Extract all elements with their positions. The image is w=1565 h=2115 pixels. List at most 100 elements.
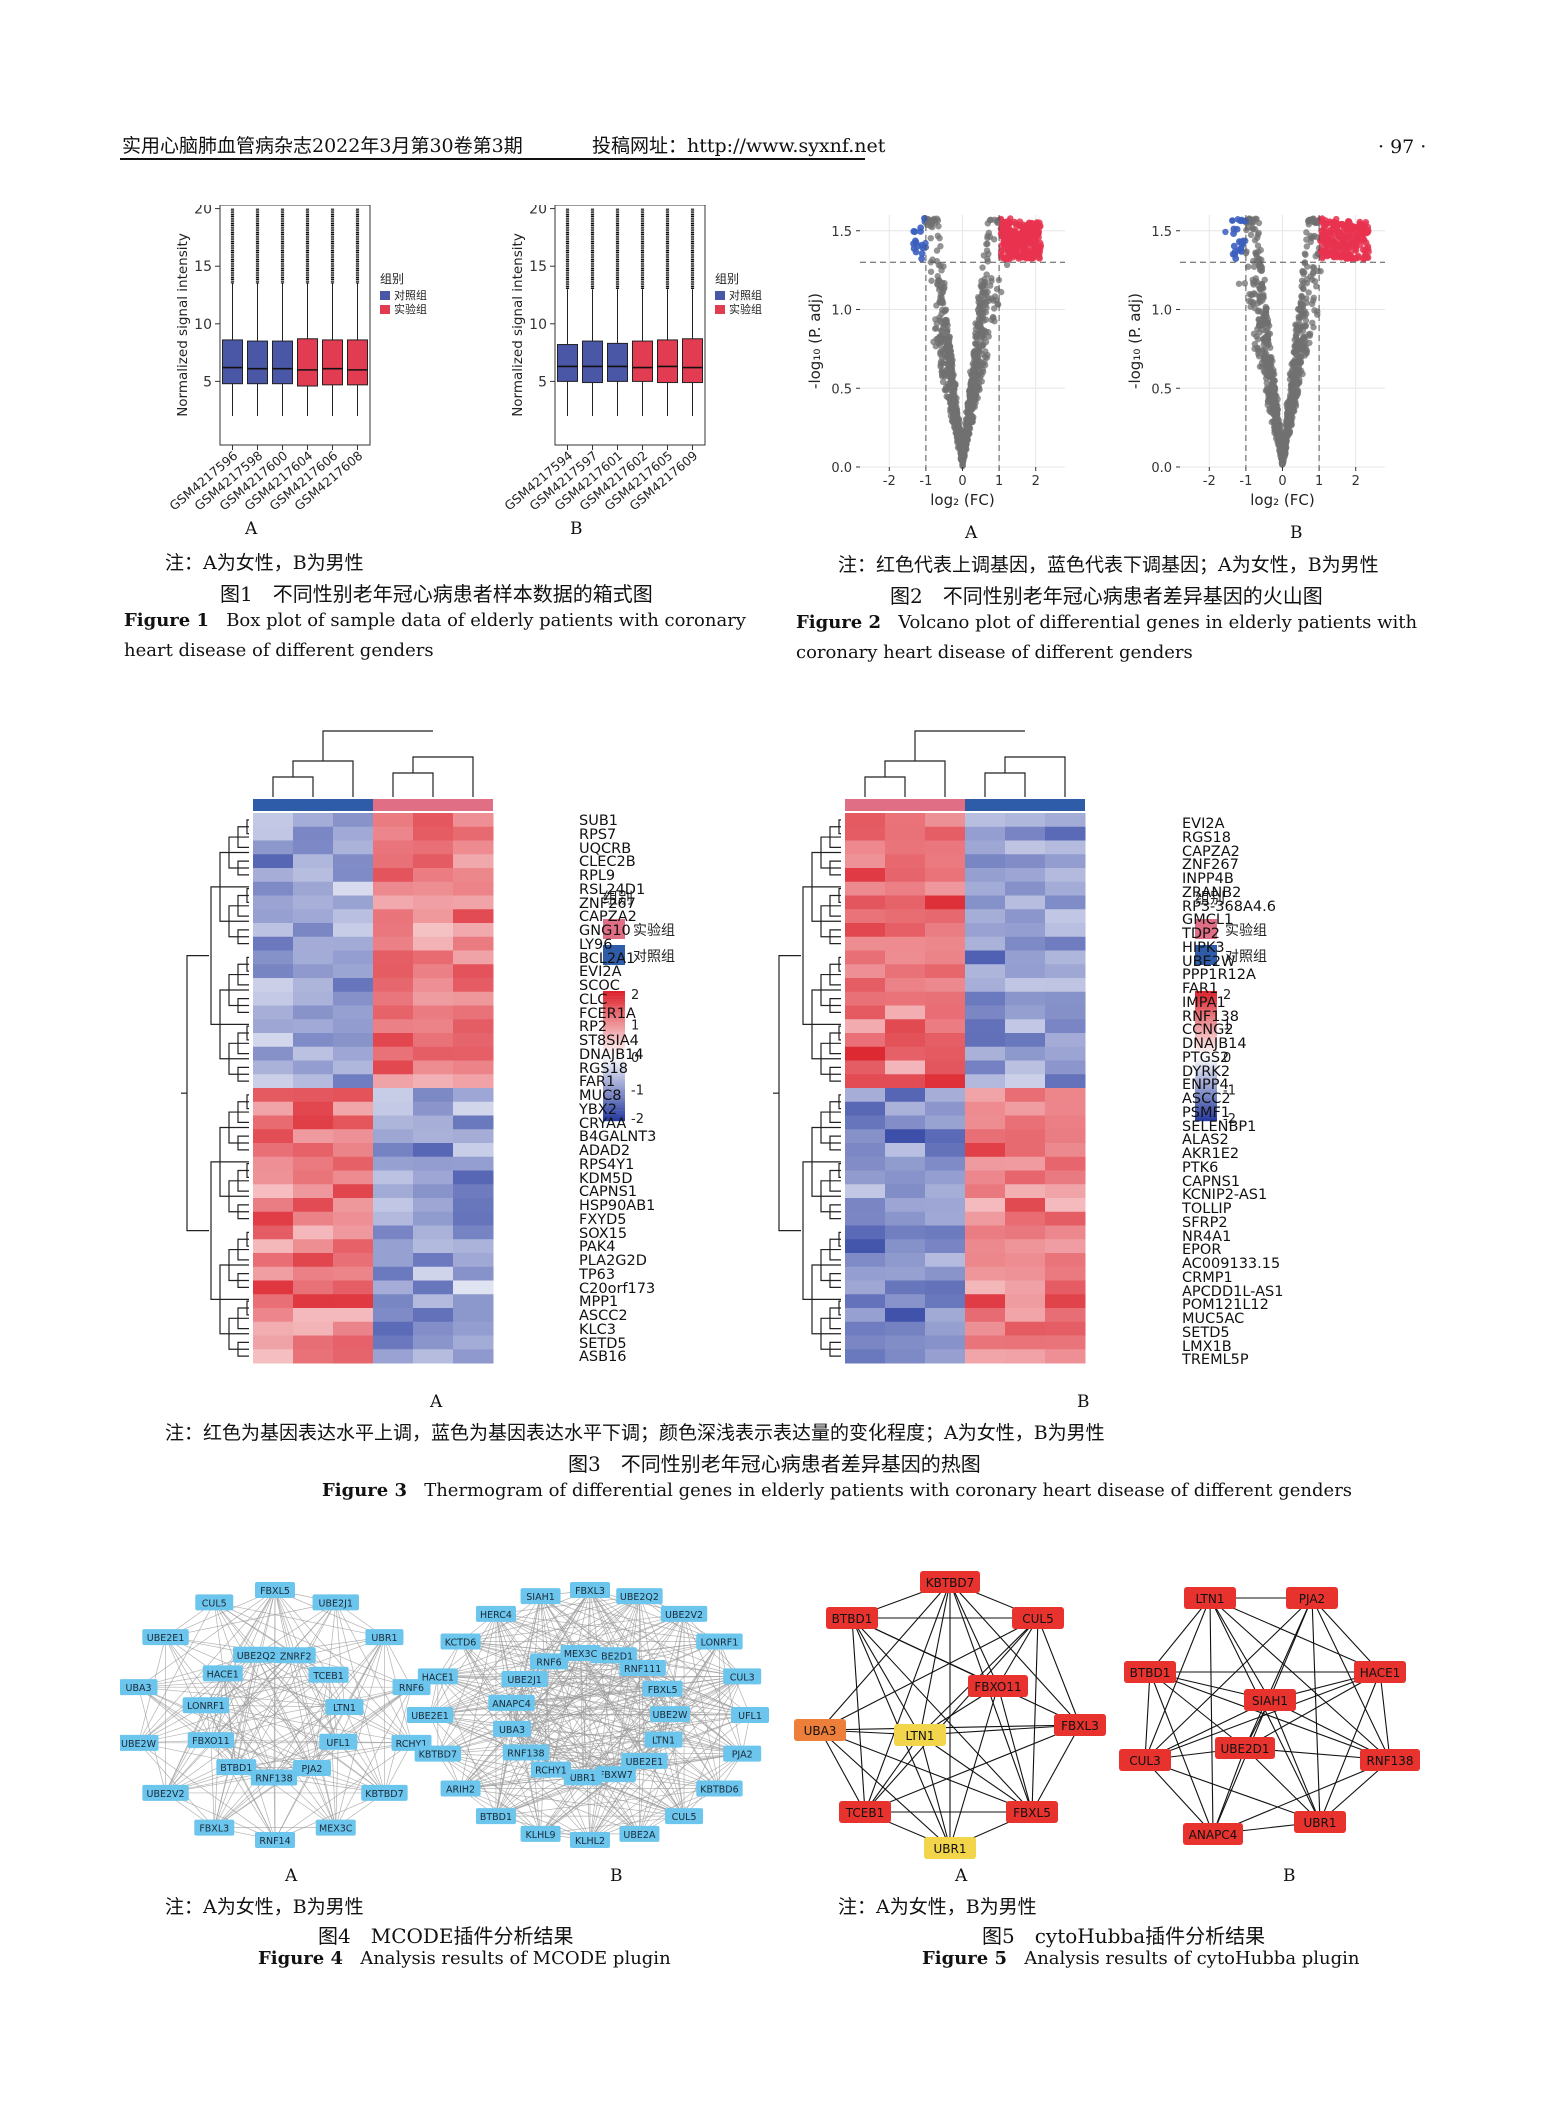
scale-step xyxy=(603,1084,625,1088)
data-point xyxy=(972,391,980,398)
data-point xyxy=(948,352,955,359)
scale-label: -2 xyxy=(1223,1112,1236,1127)
node-label: UBE2J1 xyxy=(319,1598,353,1609)
data-point xyxy=(952,380,959,388)
heat-cell xyxy=(1005,1335,1046,1350)
heat-cell xyxy=(925,1115,966,1130)
heat-cell xyxy=(253,868,294,883)
heat-cell xyxy=(453,1266,494,1281)
edge xyxy=(165,1674,329,1794)
edge xyxy=(429,1613,497,1716)
network-node xyxy=(924,1837,976,1859)
scale-label: -2 xyxy=(631,1112,644,1127)
heat-cell xyxy=(413,1294,454,1309)
data-point xyxy=(1256,262,1263,269)
heat-cell xyxy=(373,991,414,1006)
heat-cell xyxy=(845,909,886,924)
fig4-caption-cn: 图4 MCODE插件分析结果 xyxy=(318,1924,574,1948)
edge xyxy=(524,1678,751,1716)
heat-cell xyxy=(333,978,374,993)
up-point xyxy=(1026,254,1034,262)
edge xyxy=(495,1613,552,1770)
heat-cell xyxy=(1005,923,1046,938)
heat-cell xyxy=(253,1101,294,1116)
data-point xyxy=(1298,277,1306,284)
edge xyxy=(540,1613,685,1835)
heat-cell xyxy=(453,950,494,965)
fig2-caption-cn: 图2 不同性别老年冠心病患者差异基因的火山图 xyxy=(890,584,1323,608)
heat-cell xyxy=(845,840,886,855)
gene-label: PLA2G2D xyxy=(579,1253,647,1269)
heat-cell xyxy=(293,1280,334,1295)
heat-cell xyxy=(1005,1060,1046,1075)
heat-cell xyxy=(373,854,414,869)
edge xyxy=(663,1641,720,1740)
gene-label: TP63 xyxy=(579,1266,616,1283)
scale-step xyxy=(1195,1118,1217,1122)
heat-cell xyxy=(253,923,294,938)
scale-step xyxy=(1195,1019,1217,1023)
scale-step xyxy=(603,1022,625,1025)
heat-cell xyxy=(885,1005,926,1020)
scale-label: 0 xyxy=(631,1051,639,1066)
heat-cell xyxy=(413,1033,454,1048)
y-tick-label: 20 xyxy=(529,205,547,218)
gene-label: SELENBP1 xyxy=(1182,1118,1257,1135)
node-label: FBXL3 xyxy=(199,1824,229,1835)
heat-cell xyxy=(845,1088,886,1103)
edge xyxy=(1031,1617,1039,1813)
node-label: KCTD6 xyxy=(445,1638,477,1649)
data-point xyxy=(1254,335,1262,343)
edge xyxy=(851,1617,921,1736)
color-scale xyxy=(603,991,625,1122)
up-point xyxy=(1345,243,1353,251)
up-point xyxy=(1324,250,1332,258)
gene-label: CAPZA2 xyxy=(579,909,637,926)
up-point xyxy=(1364,243,1372,250)
heat-cell xyxy=(373,1074,414,1089)
gene-label: ENPP4 xyxy=(1182,1077,1229,1094)
x-axis-label: log₂ (FC) xyxy=(1250,491,1314,509)
legend-swatch-experiment xyxy=(715,305,725,314)
fig1-panel-b-label: B xyxy=(570,519,583,539)
gene-label: NR4A1 xyxy=(1182,1228,1232,1245)
fig5-note: 注：A为女性，B为男性 xyxy=(838,1896,1037,1918)
heat-cell xyxy=(293,964,334,979)
y-tick-label: 0.0 xyxy=(831,461,852,476)
gene-label: LY96 xyxy=(579,936,613,953)
scale-step xyxy=(1195,1102,1217,1106)
data-point xyxy=(1250,263,1258,270)
edge xyxy=(429,1661,550,1716)
edge xyxy=(1311,1597,1321,1823)
edge xyxy=(213,1654,257,1828)
data-point xyxy=(927,268,935,275)
data-point xyxy=(1254,308,1262,315)
heat-cell xyxy=(1045,1115,1086,1130)
gene-label: SOX15 xyxy=(579,1225,628,1242)
heat-cell xyxy=(253,1060,294,1075)
data-point xyxy=(968,418,975,426)
heat-cell xyxy=(845,813,886,828)
gene-label: PAK4 xyxy=(579,1239,616,1256)
heat-cell xyxy=(333,1308,374,1323)
edge xyxy=(235,1654,257,1768)
network-node xyxy=(590,1647,637,1664)
up-point xyxy=(1021,243,1029,251)
data-point xyxy=(939,324,947,331)
y-tick-label: 0.0 xyxy=(1151,461,1172,476)
scale-step xyxy=(1195,1011,1217,1015)
network-node xyxy=(696,1780,743,1797)
legend-label-experiment: 实验组 xyxy=(633,923,675,939)
heat-cell xyxy=(373,813,414,828)
edge xyxy=(437,1676,671,1715)
heat-cell xyxy=(965,1211,1006,1226)
heat-cell xyxy=(845,1335,886,1350)
heat-cell xyxy=(885,854,926,869)
heat-cell xyxy=(1005,1225,1046,1240)
node-label: HACE1 xyxy=(207,1669,239,1680)
heat-cell xyxy=(453,1225,494,1240)
data-point xyxy=(938,366,946,374)
node-label: CUL5 xyxy=(202,1598,227,1609)
node-label: UFL1 xyxy=(738,1711,762,1722)
